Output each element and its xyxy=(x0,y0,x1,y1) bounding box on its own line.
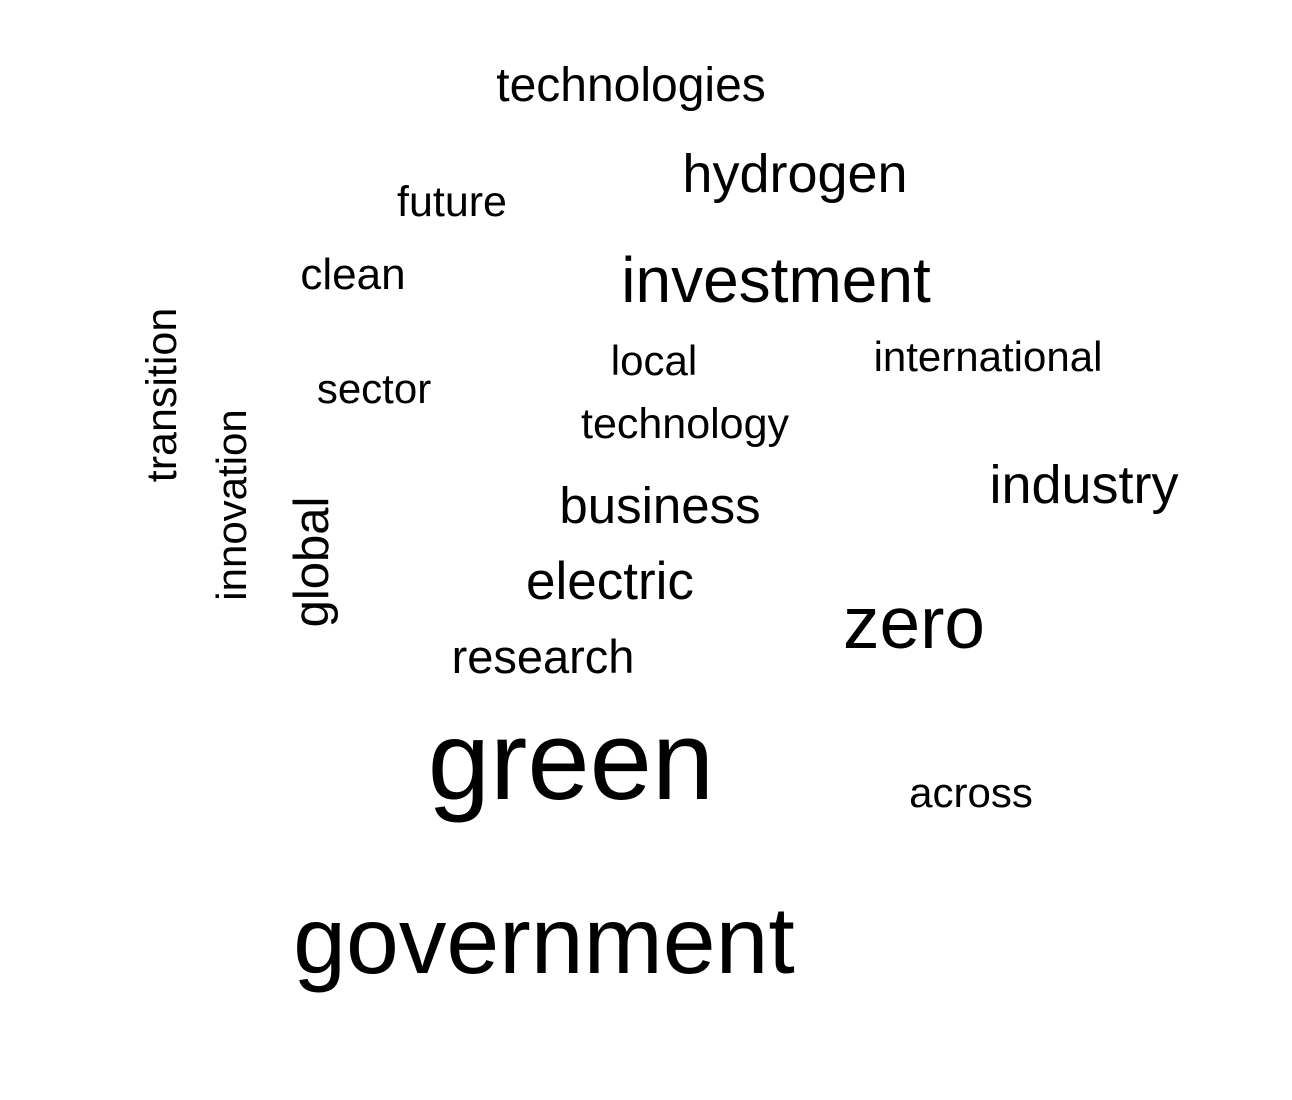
word-transition: transition xyxy=(138,308,186,482)
word-government: government xyxy=(293,888,795,994)
word-green: green xyxy=(428,698,714,823)
word-sector: sector xyxy=(317,365,431,412)
word-technologies: technologies xyxy=(496,59,766,112)
word-local: local xyxy=(611,337,697,384)
word-investment: investment xyxy=(621,244,931,316)
word-innovation: innovation xyxy=(208,409,255,600)
word-technology: technology xyxy=(581,400,789,448)
word-international: international xyxy=(874,333,1103,380)
word-industry: industry xyxy=(989,455,1178,515)
word-zero: zero xyxy=(843,583,985,664)
word-research: research xyxy=(452,630,635,683)
word-electric: electric xyxy=(526,552,694,611)
word-business: business xyxy=(559,477,760,534)
word-future: future xyxy=(397,178,507,226)
word-clean: clean xyxy=(300,250,405,299)
word-global: global xyxy=(285,497,339,628)
word-across: across xyxy=(909,769,1033,816)
word-hydrogen: hydrogen xyxy=(682,144,907,204)
